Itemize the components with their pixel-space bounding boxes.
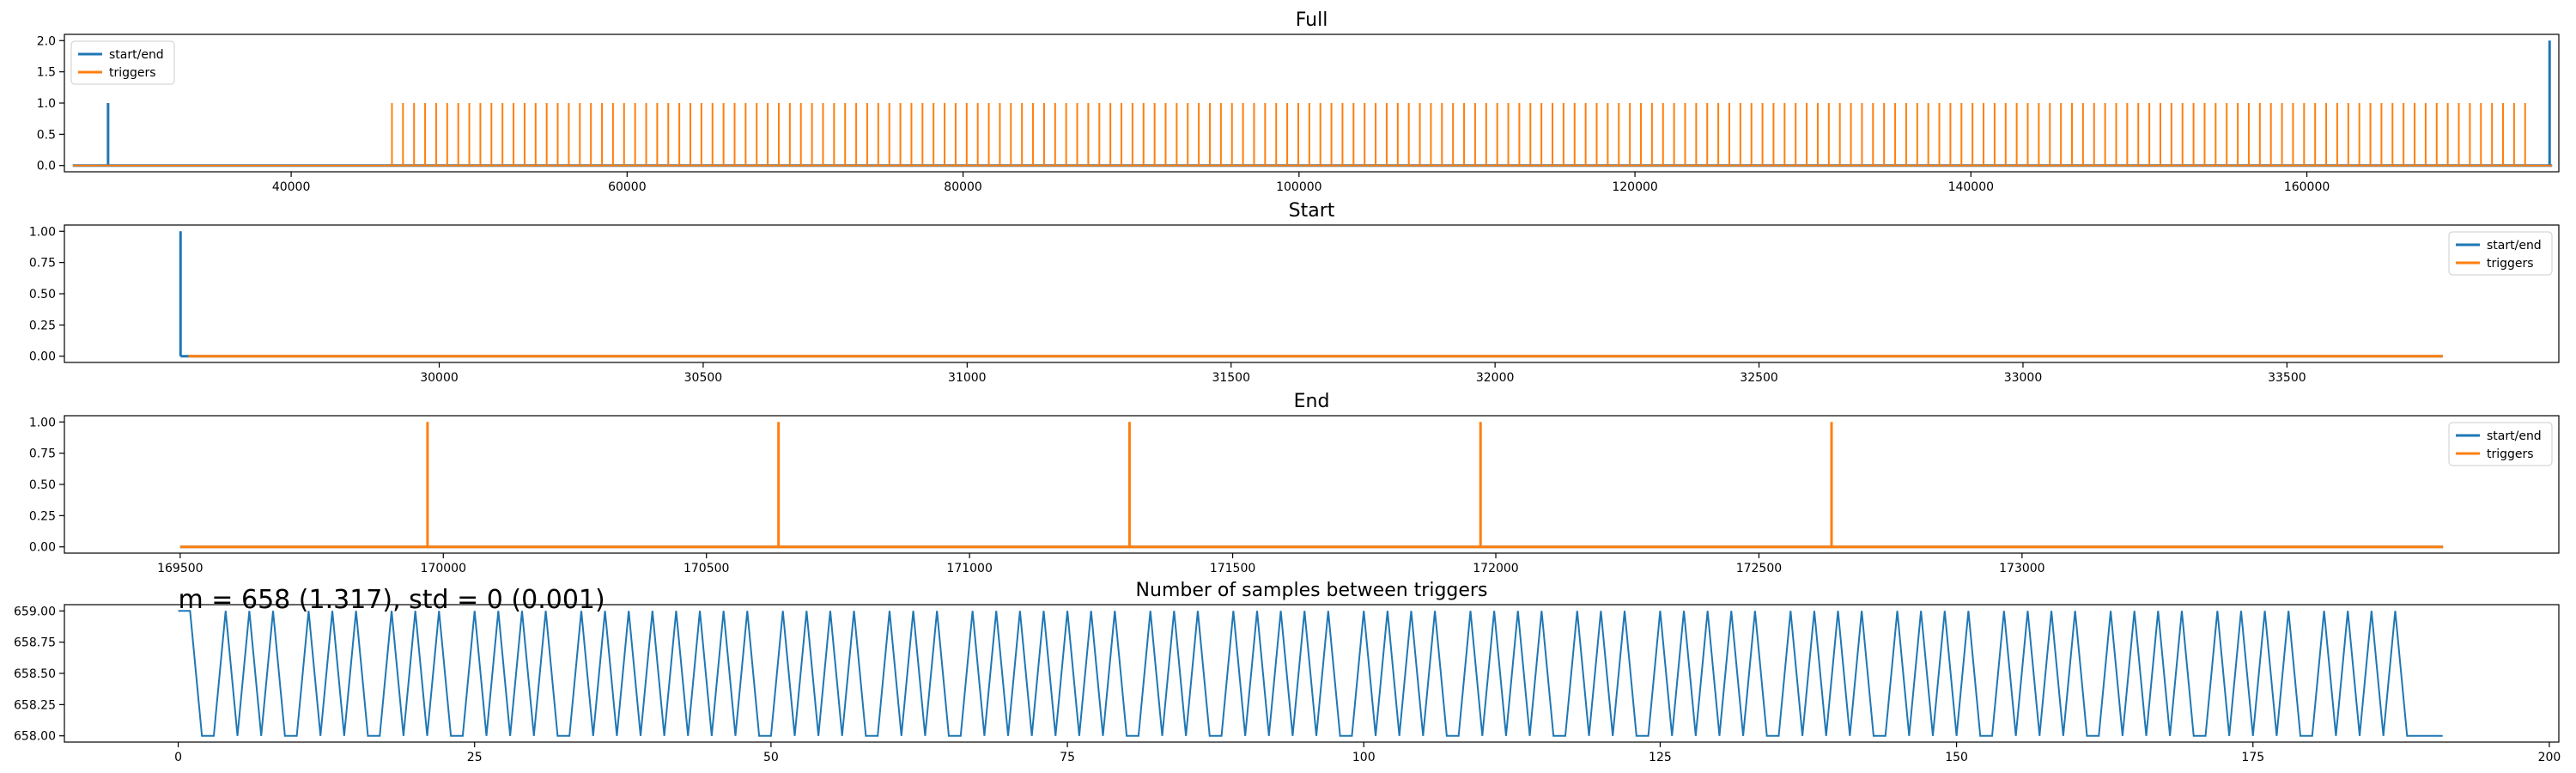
x-tick-label: 150 bbox=[1945, 751, 1968, 764]
x-tick-label: 50 bbox=[763, 751, 779, 764]
x-tick-label: 0 bbox=[174, 751, 182, 764]
x-tick-label: 25 bbox=[467, 751, 483, 764]
x-tick-label: 33000 bbox=[2004, 371, 2043, 385]
y-tick-label: 0.00 bbox=[29, 541, 56, 555]
panel-end: End 169500 170000 170500 171000 171500 172000 1… bbox=[29, 391, 2560, 575]
axes-frame bbox=[64, 33, 2560, 173]
x-tick-label: 32500 bbox=[1740, 371, 1778, 385]
x-tick-label: 200 bbox=[2538, 751, 2561, 764]
x-tick-label: 169500 bbox=[157, 562, 203, 575]
x-tick-label: 170500 bbox=[683, 562, 729, 575]
x-tick-label: 33500 bbox=[2268, 371, 2306, 385]
x-tick-label: 75 bbox=[1060, 751, 1075, 764]
axes-frame bbox=[64, 604, 2560, 743]
stats-annotation: m = 658 (1.317), std = 0 (0.001) bbox=[179, 585, 605, 615]
y-tick-label: 1.00 bbox=[29, 416, 56, 429]
legend-label: triggers bbox=[2487, 447, 2534, 461]
series-line bbox=[178, 610, 2443, 737]
series-triggers bbox=[72, 103, 2553, 167]
legend-label: start/end bbox=[2487, 429, 2542, 443]
chart-title: Number of samples between triggers bbox=[1136, 580, 1488, 601]
axes-frame bbox=[64, 415, 2560, 554]
panel-diffs: Number of samples between triggers 0 25 50 7… bbox=[14, 580, 2561, 764]
legend: start/end triggers bbox=[70, 40, 175, 85]
x-tick-label: 31000 bbox=[948, 371, 987, 385]
x-tick-label: 80000 bbox=[944, 180, 982, 194]
x-tick-label: 100000 bbox=[1276, 180, 1321, 194]
series-line bbox=[178, 610, 2443, 737]
x-tick-label: 30000 bbox=[420, 371, 459, 385]
y-tick-label: 0.75 bbox=[29, 257, 56, 271]
x-tick-label: 120000 bbox=[1612, 180, 1657, 194]
legend: start/end triggers bbox=[2448, 231, 2553, 276]
x-tick-label: 100 bbox=[1352, 751, 1376, 764]
y-tick-label: 1.00 bbox=[29, 225, 56, 239]
y-tick-label: 658.75 bbox=[14, 636, 56, 650]
x-tick-label: 30500 bbox=[684, 371, 723, 385]
x-tick-label: 171500 bbox=[1210, 562, 1255, 575]
legend-label: start/end bbox=[109, 48, 164, 62]
x-tick-label: 32000 bbox=[1476, 371, 1515, 385]
plot-area bbox=[178, 610, 2443, 737]
x-tick-label: 173000 bbox=[1999, 562, 2044, 575]
x-tick-label: 175 bbox=[2241, 751, 2264, 764]
x-tick-label: 40000 bbox=[272, 180, 311, 194]
x-tick-label: 140000 bbox=[1948, 180, 1994, 194]
x-tick-label: 160000 bbox=[2284, 180, 2330, 194]
plot-area bbox=[72, 40, 2553, 167]
y-tick-label: 0.00 bbox=[29, 350, 56, 364]
y-tick-label: 0.50 bbox=[29, 288, 56, 301]
y-tick-label: 0.75 bbox=[29, 447, 56, 461]
y-tick-label: 0.5 bbox=[37, 128, 56, 142]
y-tick-label: 659.00 bbox=[14, 605, 56, 618]
legend-label: triggers bbox=[109, 66, 156, 80]
y-tick-label: 1.5 bbox=[37, 66, 56, 80]
y-tick-label: 658.00 bbox=[14, 730, 56, 744]
series-triggers bbox=[179, 422, 2444, 549]
x-tick-label: 172000 bbox=[1473, 562, 1518, 575]
series-start-end bbox=[179, 231, 2443, 358]
legend-label: start/end bbox=[2487, 239, 2542, 253]
x-tick-label: 125 bbox=[1649, 751, 1672, 764]
y-tick-label: 2.0 bbox=[37, 34, 56, 48]
panel-start: Start 30000 30500 31000 31500 32000 32500 33000… bbox=[29, 200, 2560, 385]
chart-title: Full bbox=[1296, 9, 1328, 31]
series-start-end bbox=[72, 40, 2553, 167]
y-tick-label: 0.50 bbox=[29, 478, 56, 492]
plot-area bbox=[179, 422, 2444, 549]
plot-area bbox=[179, 231, 2443, 358]
y-tick-label: 0.25 bbox=[29, 319, 56, 332]
x-tick-label: 171000 bbox=[946, 562, 992, 575]
legend-label: triggers bbox=[2487, 257, 2534, 271]
x-tick-label: 170000 bbox=[421, 562, 466, 575]
x-tick-label: 31500 bbox=[1212, 371, 1250, 385]
axes-frame bbox=[64, 224, 2560, 363]
y-tick-label: 1.0 bbox=[37, 97, 56, 111]
y-tick-label: 0.0 bbox=[37, 160, 56, 173]
x-tick-label: 172500 bbox=[1736, 562, 1782, 575]
y-tick-label: 0.25 bbox=[29, 509, 56, 523]
y-tick-label: 658.25 bbox=[14, 698, 56, 712]
panel-full: Full 40000 60000 80000 100000 120000 140000 160… bbox=[37, 9, 2560, 194]
y-tick-label: 658.50 bbox=[14, 667, 56, 681]
chart-title: End bbox=[1294, 391, 1330, 412]
x-tick-label: 60000 bbox=[608, 180, 647, 194]
chart-title: Start bbox=[1289, 200, 1335, 222]
legend: start/end triggers bbox=[2448, 422, 2553, 466]
